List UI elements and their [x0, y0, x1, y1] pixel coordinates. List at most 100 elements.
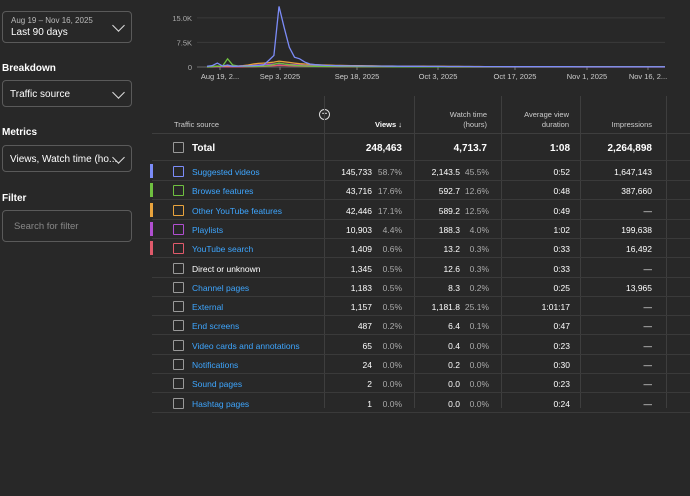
row-avg-view-duration: 0:30: [553, 360, 570, 370]
traffic-source-name[interactable]: Notifications: [192, 360, 239, 370]
traffic-source-name[interactable]: Hashtag pages: [192, 398, 250, 409]
row-views-pct: 0.0%: [382, 360, 402, 370]
filter-search-input[interactable]: Search for filter: [2, 210, 132, 242]
row-checkbox[interactable]: [173, 378, 184, 390]
table-header: Traffic source Views ↓ Watch time (hours…: [152, 96, 690, 134]
row-avg-view-duration: 0:23: [553, 379, 570, 390]
row-watch-time: 0.0: [448, 379, 460, 390]
traffic-source-name[interactable]: Sound pages: [192, 379, 243, 390]
traffic-source-name[interactable]: Other YouTube features: [192, 205, 282, 216]
total-watch-time: 4,713.7: [453, 143, 487, 154]
traffic-source-name[interactable]: YouTube search: [192, 244, 254, 255]
row-avg-view-duration: 0:25: [553, 282, 570, 293]
row-views-pct: 0.0%: [382, 398, 402, 409]
row-watch-time-pct: 4.0%: [469, 224, 489, 235]
row-views: 1,157: [350, 302, 372, 313]
row-views-pct: 17.1%: [377, 205, 402, 216]
total-avg-view-duration: 1:08: [549, 143, 570, 154]
row-checkbox[interactable]: [173, 281, 184, 293]
traffic-source-name[interactable]: Channel pages: [192, 282, 250, 293]
column-divider: [501, 96, 502, 408]
column-divider: [580, 96, 581, 408]
header-watch-time[interactable]: Watch time: [449, 110, 487, 119]
row-watch-time-pct: 12.6%: [464, 186, 489, 197]
row-checkbox[interactable]: [173, 397, 184, 409]
x-tick-label: Sep 18, 2025: [335, 72, 380, 81]
row-color-swatch: [150, 202, 153, 217]
header-impressions[interactable]: Impressions: [611, 120, 652, 129]
table-row: Sound pages 2 0.0% 0.0 0.0% 0:23 —: [152, 374, 690, 394]
breakdown-dropdown[interactable]: Traffic source: [2, 80, 132, 107]
left-panel: Aug 19 – Nov 16, 2025 Last 90 days Break…: [0, 0, 140, 496]
row-checkbox[interactable]: [173, 223, 184, 235]
row-watch-time-pct: 0.0%: [469, 379, 489, 390]
row-checkbox[interactable]: [173, 359, 184, 370]
table-row: End screens 487 0.2% 6.4 0.1% 0:47 —: [152, 316, 690, 336]
row-color-swatch: [150, 221, 153, 236]
row-watch-time-pct: 12.5%: [464, 205, 489, 216]
table-row: Notifications 24 0.0% 0.2 0.0% 0:30 —: [152, 355, 690, 374]
row-color-swatch: [150, 183, 153, 198]
table-row: Direct or unknown 1,345 0.5% 12.6 0.3% 0:33 —: [152, 259, 690, 278]
traffic-source-name[interactable]: Playlists: [192, 224, 224, 235]
row-views: 1: [367, 398, 372, 409]
row-watch-time: 592.7: [438, 186, 460, 197]
row-views: 1,183: [350, 282, 372, 293]
traffic-source-name[interactable]: External: [192, 302, 224, 313]
row-color-swatch: [150, 164, 153, 178]
traffic-source-name[interactable]: Video cards and annotations: [192, 340, 300, 351]
row-impressions: 1,647,143: [614, 167, 652, 177]
row-views-pct: 58.7%: [377, 167, 402, 177]
row-watch-time: 6.4: [448, 321, 460, 332]
row-color-swatch: [150, 338, 153, 352]
metrics-dropdown[interactable]: Views, Watch time (ho...: [2, 145, 132, 172]
row-views-pct: 4.4%: [382, 224, 402, 235]
row-checkbox[interactable]: [173, 185, 184, 197]
row-avg-view-duration: 0:33: [553, 244, 570, 255]
date-range-text: Aug 19 – Nov 16, 2025: [11, 16, 93, 25]
row-impressions: 16,492: [626, 244, 652, 255]
row-avg-view-duration: 1:02: [553, 224, 570, 235]
traffic-source-name[interactable]: Suggested videos: [192, 167, 260, 177]
row-watch-time: 2,143.5: [431, 167, 460, 177]
total-views: 248,463: [365, 143, 402, 154]
row-impressions: —: [643, 205, 653, 216]
header-watch-time-unit: (hours): [463, 120, 487, 129]
row-watch-time-pct: 0.2%: [469, 282, 489, 293]
row-impressions: 387,660: [621, 186, 652, 197]
row-watch-time: 8.3: [448, 282, 460, 293]
y-tick-label: 15.0K: [172, 14, 192, 23]
traffic-chart: 15.0K 7.5K 0 Aug 19, 2... Sep 3, 2025 Sep 18,…: [140, 0, 690, 90]
row-watch-time-pct: 0.3%: [469, 244, 489, 255]
traffic-source-name[interactable]: Browse features: [192, 186, 254, 197]
x-tick-label: Nov 1, 2025: [567, 72, 607, 81]
row-checkbox[interactable]: [173, 204, 184, 216]
row-impressions: 13,965: [626, 282, 652, 293]
x-tick-label: Nov 16, 2...: [629, 72, 667, 81]
row-views: 42,446: [346, 205, 372, 216]
header-views[interactable]: Views ↓: [375, 120, 402, 129]
traffic-source-name[interactable]: End screens: [192, 321, 240, 332]
x-tick-label: Oct 3, 2025: [419, 72, 458, 81]
column-divider: [666, 96, 667, 408]
y-tick-label: 7.5K: [177, 38, 192, 47]
series-line: [206, 6, 665, 68]
row-checkbox[interactable]: [173, 243, 184, 255]
traffic-source-name: Direct or unknown: [192, 263, 261, 274]
total-checkbox[interactable]: [173, 142, 184, 153]
row-checkbox[interactable]: [173, 262, 184, 274]
date-range-dropdown[interactable]: Aug 19 – Nov 16, 2025 Last 90 days: [2, 11, 132, 43]
row-checkbox[interactable]: [173, 320, 184, 332]
row-checkbox[interactable]: [173, 301, 184, 313]
row-checkbox[interactable]: [173, 166, 184, 177]
row-watch-time-pct: 25.1%: [464, 302, 489, 313]
row-impressions: —: [643, 379, 653, 390]
header-avg-view-duration[interactable]: Average view: [524, 110, 569, 119]
column-divider: [414, 96, 415, 408]
row-checkbox[interactable]: [173, 339, 184, 351]
row-watch-time-pct: 0.0%: [469, 360, 489, 370]
table-row: Channel pages 1,183 0.5% 8.3 0.2% 0:25 13,965: [152, 278, 690, 297]
row-impressions: —: [643, 398, 653, 409]
row-color-swatch: [150, 280, 153, 294]
row-watch-time-pct: 0.3%: [469, 263, 489, 274]
